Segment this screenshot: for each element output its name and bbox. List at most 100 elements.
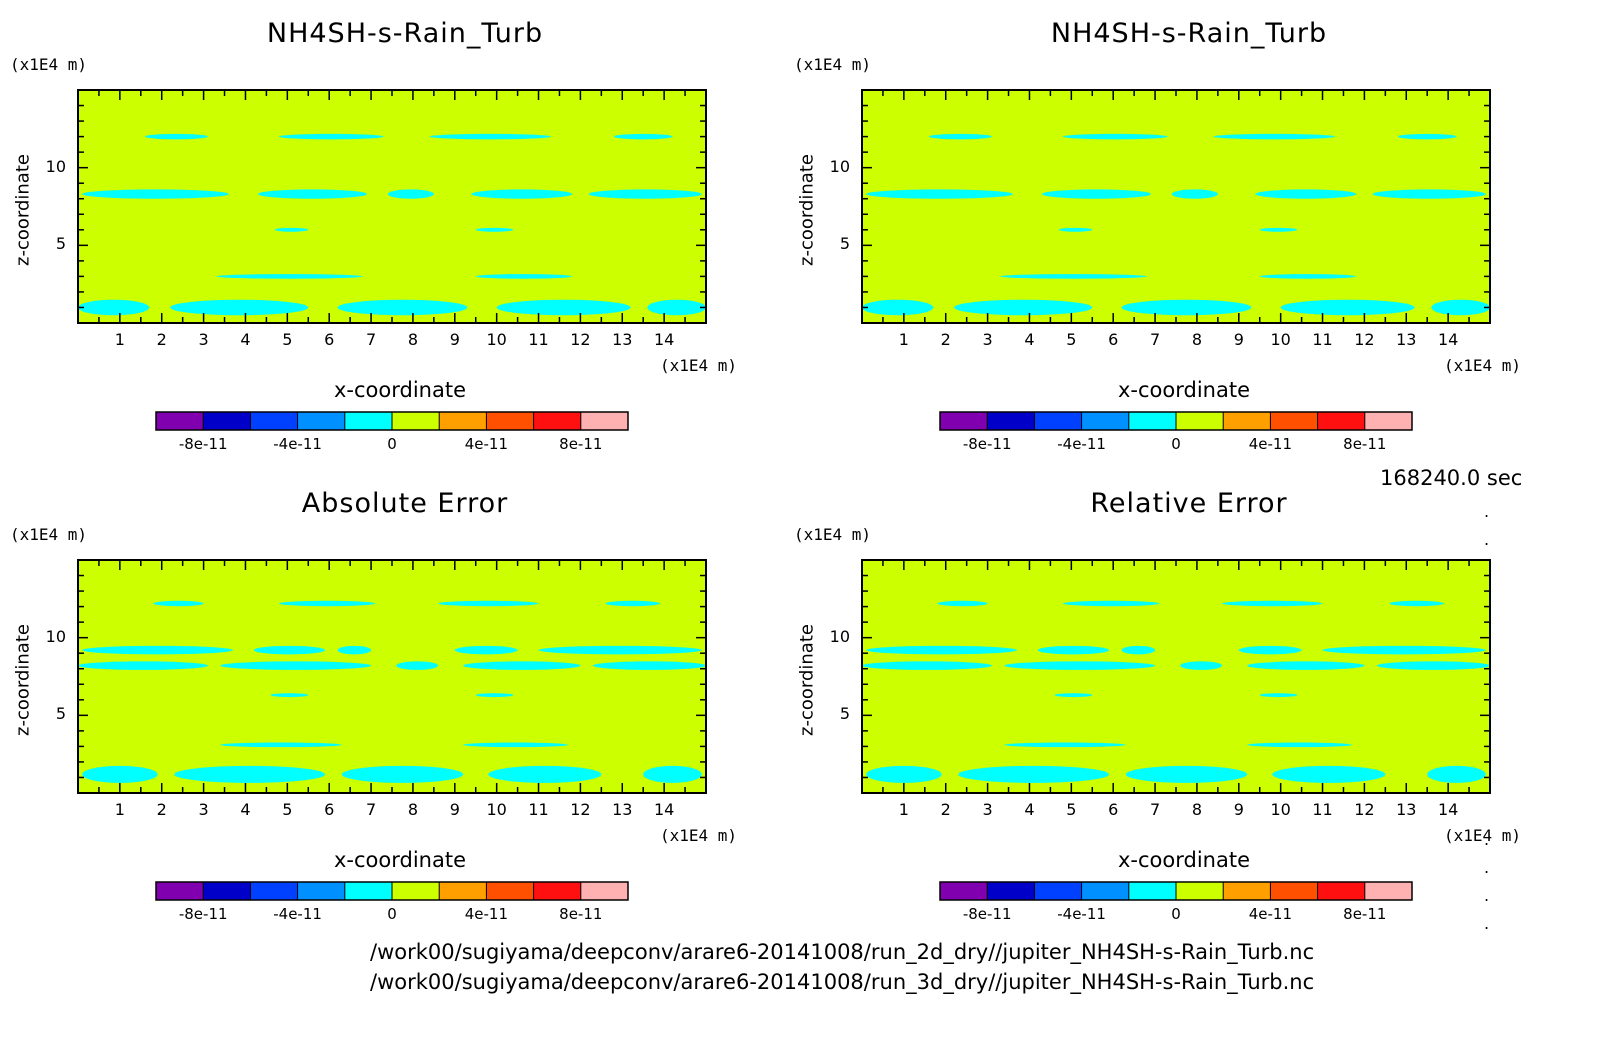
colorbar-tick-label: 8e-11: [559, 905, 603, 923]
heatmap-cell: [1322, 645, 1486, 655]
heatmap-cell: [1222, 600, 1323, 607]
heatmap-svg: [77, 559, 707, 901]
colorbar-swatch: [580, 882, 628, 900]
heatmap-cell: [1272, 765, 1386, 783]
heatmap-cell: [1372, 189, 1486, 199]
x-unit-label: (x1E4 m): [660, 356, 738, 375]
heatmap-background: [862, 560, 1490, 793]
panel-bottom-right: Relative Error (x1E4 m) (x1E4 m) x-coordina…: [784, 470, 1564, 940]
y-tick-label: 5: [55, 234, 66, 254]
x-tick-label: 7: [365, 330, 377, 349]
heatmap-cell: [1058, 227, 1093, 232]
heatmap-cell: [538, 645, 702, 655]
heatmap-cell: [1255, 189, 1357, 199]
heatmap-cell: [270, 693, 309, 698]
heatmap-cell: [82, 765, 158, 783]
x-tick-label: 10: [1270, 330, 1291, 349]
colorbar-swatch: [1317, 412, 1365, 430]
colorbar-swatch: [940, 412, 988, 430]
x-tick-label: 12: [570, 800, 591, 819]
x-tick-label: 8: [1191, 330, 1203, 349]
colorbar-swatch: [1081, 412, 1129, 430]
y-tick-label: 10: [45, 626, 66, 646]
x-tick-label: 14: [653, 800, 675, 819]
x-axis-label: x-coordinate: [333, 848, 466, 872]
x-tick-label: 9: [1233, 330, 1244, 349]
x-tick-label: 1: [114, 800, 125, 819]
chart-title: NH4SH-s-Rain_Turb: [266, 18, 544, 49]
y-unit-label: (x1E4 m): [794, 525, 872, 544]
heatmap-cell: [1004, 661, 1156, 670]
heatmap-cell: [1171, 189, 1218, 199]
x-tick-label: 12: [1354, 800, 1375, 819]
x-tick-label: 10: [1270, 800, 1291, 819]
heatmap-cell: [82, 645, 233, 655]
colorbar-swatch: [486, 882, 534, 900]
colorbar-tick-label: 0: [1171, 435, 1181, 453]
x-axis-label: x-coordinate: [1117, 848, 1250, 872]
heatmap-cell: [937, 600, 988, 607]
heatmap-cell: [1259, 693, 1298, 698]
x-tick-label: 6: [324, 800, 335, 819]
heatmap-cell: [1180, 661, 1223, 670]
colorbar-tick-label: -4e-11: [273, 435, 322, 453]
heatmap-cell: [475, 274, 573, 279]
heatmap-cell: [643, 765, 702, 783]
colorbar-tick-label: 4e-11: [1248, 905, 1293, 923]
heatmap-cell: [475, 693, 514, 698]
colorbar-tick-label: 4e-11: [464, 905, 509, 923]
colorbar-tick-label: 4e-11: [1248, 435, 1293, 453]
heatmap-cell: [475, 227, 514, 232]
x-tick-label: 5: [1066, 800, 1077, 819]
colorbar-tick-label: -4e-11: [1057, 905, 1106, 923]
heatmap-cell: [387, 189, 434, 199]
y-tick-label: 5: [839, 704, 850, 724]
colorbar-swatch: [156, 882, 204, 900]
x-unit-label: (x1E4 m): [1444, 826, 1522, 845]
colorbar-swatch: [439, 412, 487, 430]
colorbar-swatch: [580, 412, 628, 430]
heatmap-cell: [337, 299, 468, 316]
colorbar-swatch: [1034, 882, 1082, 900]
heatmap-cell: [1397, 133, 1457, 140]
colorbar-tick-label: -4e-11: [273, 905, 322, 923]
heatmap-cell: [170, 299, 309, 316]
colorbar-swatch: [1176, 882, 1224, 900]
heatmap-cell: [866, 645, 1017, 655]
x-tick-label: 9: [1233, 800, 1244, 819]
heatmap-cell: [1121, 299, 1252, 316]
heatmap-cell: [153, 600, 204, 607]
heatmap-cell: [958, 765, 1110, 783]
heatmap-cell: [220, 661, 372, 670]
y-unit-label: (x1E4 m): [10, 55, 88, 74]
x-tick-label: 6: [324, 330, 335, 349]
x-tick-label: 3: [982, 800, 993, 819]
colorbar-swatch: [439, 882, 487, 900]
x-tick-label: 2: [156, 330, 167, 349]
x-tick-label: 6: [1108, 330, 1119, 349]
x-tick-label: 7: [1149, 800, 1161, 819]
colorbar-swatch: [1317, 882, 1365, 900]
heatmap-cell: [954, 299, 1093, 316]
heatmap-cell: [1125, 765, 1248, 783]
heatmap-cell: [1054, 693, 1093, 698]
marker-dot: .: [1484, 914, 1490, 933]
x-tick-label: 4: [1024, 330, 1035, 349]
colorbar-tick-label: -8e-11: [962, 435, 1012, 453]
heatmap-cell: [174, 765, 326, 783]
heatmap-background: [862, 90, 1490, 323]
colorbar-swatch: [203, 412, 251, 430]
x-tick-label: 10: [486, 800, 507, 819]
x-tick-label: 13: [612, 330, 633, 349]
heatmap-cell: [605, 600, 660, 607]
heatmap-cell: [1062, 600, 1160, 607]
x-tick-label: 12: [570, 330, 591, 349]
colorbar-tick-label: 0: [387, 905, 397, 923]
colorbar-tick-label: -8e-11: [962, 905, 1012, 923]
heatmap-cell: [82, 189, 229, 199]
heatmap-cell: [613, 133, 673, 140]
heatmap-cell: [274, 227, 309, 232]
heatmap-cell: [278, 133, 384, 140]
colorbar-swatch: [344, 882, 392, 900]
timestamp-label: 168240.0 sec: [1380, 466, 1523, 490]
